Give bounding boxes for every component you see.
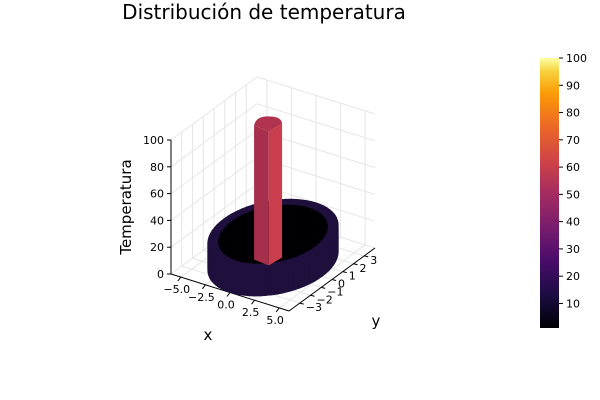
y-tick-label: 1	[349, 270, 356, 283]
colorbar-tick-label: 100	[566, 52, 587, 65]
y-tick-mark	[331, 279, 337, 281]
ring-wall-strip	[215, 257, 219, 288]
column-right-face	[268, 123, 283, 266]
x-axis-label: x	[204, 326, 213, 344]
ring-wall-strip	[317, 249, 323, 280]
column-left-face	[254, 125, 269, 266]
ring-wall-strip	[243, 268, 250, 297]
ring-wall-strip	[293, 261, 300, 291]
y-tick-mark	[299, 302, 304, 305]
ring-wall-strip	[238, 267, 245, 296]
grid-line	[170, 183, 258, 248]
colorbar-tick-label: 60	[566, 161, 580, 174]
colorbar-tick-label: 40	[566, 216, 580, 229]
ring-wall-strip	[309, 254, 315, 285]
y-tick-mark	[321, 286, 326, 289]
grid-line	[170, 130, 258, 195]
ring-wall-strip	[221, 262, 227, 292]
x-tick-mark	[226, 292, 231, 297]
y-tick-mark	[310, 294, 315, 297]
ring-wall-strip	[213, 255, 217, 286]
column-top-face	[254, 116, 283, 132]
z-tick-label: 60	[150, 188, 164, 201]
colorbar-tick-label: 10	[566, 297, 580, 310]
ring-wall-strip	[210, 253, 214, 284]
grid-line	[256, 76, 376, 115]
x-ticks: −5.0−2.50.0 2.5 5.0	[163, 276, 284, 327]
y-tick-mark	[342, 271, 347, 274]
ring-wall-strip	[225, 263, 231, 293]
y-axis-label: y	[372, 312, 381, 330]
ring-wall-strip	[313, 251, 319, 283]
grid-line	[256, 103, 376, 142]
x-tick-mark	[202, 284, 206, 290]
z-axis-label: Temperatura	[117, 159, 135, 255]
ring-wall-strip	[254, 268, 261, 297]
x-tick-label: −5.0	[163, 283, 190, 296]
ring-wall-strip	[229, 265, 235, 295]
x-tick-mark	[177, 276, 182, 282]
ring-wall-strip	[328, 240, 332, 272]
grid-line	[170, 156, 258, 221]
y-tick-label: −3	[306, 301, 322, 314]
grid-line	[170, 76, 258, 141]
x-tick-label: −2.5	[188, 291, 215, 304]
z-ticks: 0 20 40 60 80 100	[143, 134, 171, 281]
z-tick-label: 40	[150, 214, 164, 227]
colorbar-tick-label: 90	[566, 79, 580, 92]
ring-wall-strip	[277, 265, 284, 295]
ring-wall-strip	[325, 243, 330, 275]
y-tick-label: 0	[338, 278, 345, 291]
z-tick-label: 100	[143, 134, 164, 147]
colorbar-tick-label: 70	[566, 134, 580, 147]
y-tick-label: −2	[317, 293, 333, 306]
colorbar-gradient	[540, 58, 559, 328]
x-tick-label: 0.0	[217, 299, 235, 312]
z-tick-label: 80	[150, 161, 164, 174]
colorbar-tick-label: 50	[566, 188, 580, 201]
colorbar-ticks: 10 20 30 40 50 60 70 80 90 100	[559, 52, 587, 310]
x-tick-mark	[251, 299, 255, 305]
grid-left-pane	[170, 76, 258, 275]
ring-wall-strip	[260, 268, 267, 297]
ring-wall-strip	[304, 256, 310, 287]
z-tick-label: 20	[150, 241, 164, 254]
z-tick-label: 0	[157, 268, 164, 281]
chart-title: Distribución de temperatura	[122, 0, 406, 24]
x-tick-label: 5.0	[266, 314, 284, 327]
ring-wall-strip	[288, 262, 295, 293]
ring-wall-strip	[265, 267, 272, 296]
y-tick-mark	[353, 263, 358, 266]
colorbar-tick-label: 30	[566, 243, 580, 256]
y-tick-label: 2	[360, 262, 367, 275]
x-tick-label: 2.5	[242, 306, 260, 319]
y-tick-label: 3	[370, 254, 377, 267]
x-tick-mark	[275, 307, 280, 313]
ring-wall-strip	[249, 268, 256, 297]
ring-wall-strip	[234, 266, 240, 296]
ring-wall-strip	[321, 246, 326, 278]
colorbar: 10 20 30 40 50 60 70 80 90 100	[540, 52, 587, 328]
ring-wall-strip	[282, 264, 289, 294]
ring-wall-strip	[331, 237, 335, 269]
grid-line	[170, 103, 258, 168]
surface-column	[254, 116, 283, 266]
y-tick-label: −1	[327, 285, 343, 298]
ring-wall-strip	[218, 260, 223, 290]
colorbar-tick-label: 80	[566, 107, 580, 120]
y-tick-mark	[364, 255, 369, 258]
ring-wall-strip	[299, 259, 305, 289]
colorbar-tick-label: 20	[566, 270, 580, 283]
ring-wall-strip	[271, 267, 278, 296]
